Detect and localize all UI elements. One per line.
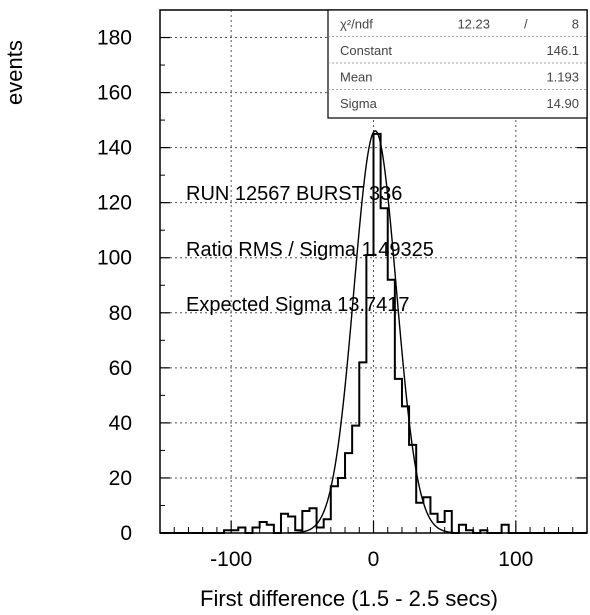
stats-value: 12.23: [457, 17, 490, 32]
y-tick-label: 180: [97, 27, 132, 50]
y-tick-label: 140: [97, 137, 132, 160]
stats-label: Sigma: [340, 96, 378, 111]
y-tick-label: 40: [109, 412, 132, 435]
y-tick-label: 20: [109, 467, 132, 490]
x-tick-label: -100: [210, 548, 252, 571]
y-tick-label: 120: [97, 192, 132, 215]
histogram-steps: [160, 132, 587, 534]
run-annotations: RUN 12567 BURST 336 Ratio RMS / Sigma 1.…: [186, 183, 434, 316]
stats-label: Constant: [340, 43, 392, 58]
y-tick-label: 0: [120, 522, 132, 545]
stats-ndf: 8: [572, 17, 579, 32]
stats-value: 146.1: [546, 43, 579, 58]
gaussian-fit-curve: [288, 130, 459, 534]
y-tick-label: 80: [109, 302, 132, 325]
x-tick-label: 100: [498, 548, 533, 571]
fit-stats-box: χ²/ndf 12.23 / 8 Constant 146.1 Mean 1.193 Sigma…: [327, 9, 588, 119]
x-axis-label: First difference (1.5 - 2.5 secs): [200, 586, 498, 611]
stats-value: 14.90: [546, 96, 579, 111]
x-axis-ticks: -100 0 100: [159, 521, 588, 571]
y-tick-label: 100: [97, 247, 132, 270]
y-tick-label: 160: [97, 82, 132, 105]
x-tick-label: 0: [368, 548, 380, 571]
y-axis-label: events: [2, 40, 27, 105]
y-tick-label: 60: [109, 357, 132, 380]
annotation-expected-sigma: Expected Sigma 13.7417: [186, 294, 410, 316]
annotation-ratio: Ratio RMS / Sigma 1.49325: [186, 239, 434, 261]
stats-separator: /: [524, 17, 528, 32]
y-axis-ticks: 0 20 40 60 80 100 120 140 160 180: [97, 27, 587, 545]
stats-value: 1.193: [546, 70, 579, 85]
stats-label: Mean: [340, 70, 373, 85]
annotation-run-burst: RUN 12567 BURST 336: [186, 183, 402, 205]
stats-label: χ²/ndf: [340, 17, 373, 32]
